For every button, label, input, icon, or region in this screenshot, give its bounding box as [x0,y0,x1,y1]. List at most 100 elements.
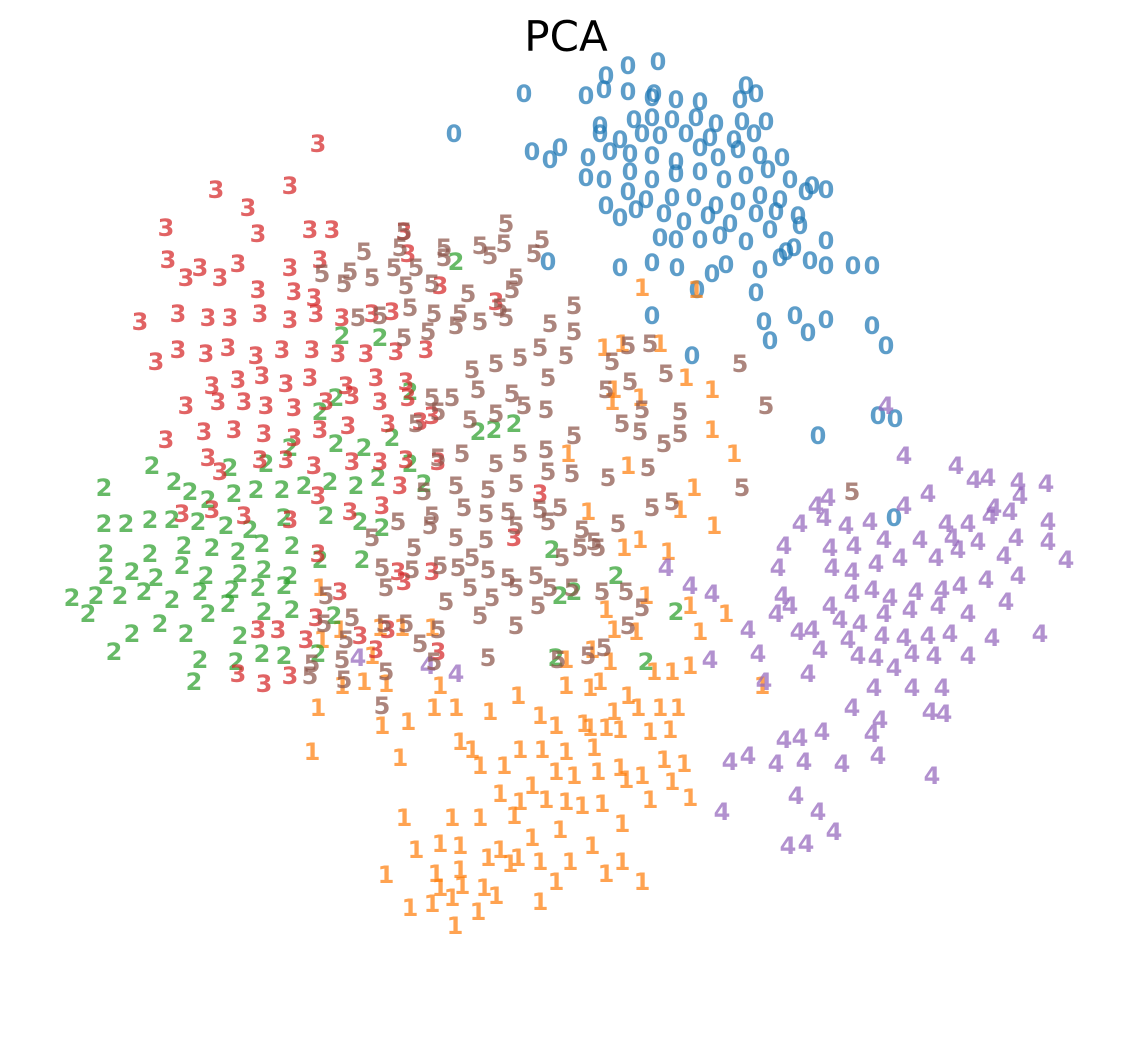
point-digit-5: 5 [542,574,559,602]
point-digit-1: 1 [606,698,623,726]
point-digit-1: 1 [400,708,417,736]
point-digit-2: 2 [486,416,503,444]
point-digit-3: 3 [310,540,327,568]
point-digit-5: 5 [454,440,471,468]
point-digit-3: 3 [200,304,217,332]
point-digit-1: 1 [454,872,471,900]
point-digit-4: 4 [920,480,937,508]
point-digit-0: 0 [656,200,673,228]
point-digit-2: 2 [282,562,299,590]
point-digit-5: 5 [416,478,433,506]
point-digit-4: 4 [986,494,1003,522]
point-digit-5: 5 [610,510,627,538]
point-digit-5: 5 [634,396,651,424]
point-digit-0: 0 [664,106,681,134]
point-digit-0: 0 [870,402,887,430]
point-digit-3: 3 [372,388,389,416]
point-digit-0: 0 [722,210,739,238]
point-digit-3: 3 [368,636,385,664]
point-digit-5: 5 [844,478,861,506]
point-digit-1: 1 [598,596,615,624]
point-digit-1: 1 [586,734,603,762]
point-digit-5: 5 [480,476,497,504]
point-digit-3: 3 [178,264,195,292]
point-digit-5: 5 [538,436,555,464]
point-digit-3: 3 [278,446,295,474]
point-digit-0: 0 [790,202,807,230]
point-digit-0: 0 [798,178,815,206]
point-digit-1: 1 [602,648,619,676]
point-digit-0: 0 [650,48,667,76]
point-digit-5: 5 [516,392,533,420]
point-digit-1: 1 [614,848,631,876]
point-digit-0: 0 [716,166,733,194]
point-digit-3: 3 [344,382,361,410]
point-digit-5: 5 [376,610,393,638]
point-digit-5: 5 [542,310,559,338]
point-digit-5: 5 [402,294,419,322]
point-digit-1: 1 [598,714,615,742]
point-digit-5: 5 [574,516,591,544]
point-digit-3: 3 [282,306,299,334]
point-digit-1: 1 [618,766,635,794]
point-digit-2: 2 [328,430,345,458]
point-digit-5: 5 [378,658,395,686]
point-digit-0: 0 [752,142,769,170]
point-digit-5: 5 [336,666,353,694]
point-digit-4: 4 [682,572,699,600]
point-digit-0: 0 [620,52,637,80]
point-digit-3: 3 [240,194,257,222]
point-digit-5: 5 [398,272,415,300]
point-digit-3: 3 [200,444,217,472]
point-digit-0: 0 [644,142,661,170]
point-digit-5: 5 [526,240,543,268]
point-digit-2: 2 [254,530,271,558]
point-digit-1: 1 [612,716,629,744]
point-digit-5: 5 [534,226,551,254]
point-digit-4: 4 [904,674,921,702]
point-digit-1: 1 [634,868,651,896]
point-digit-2: 2 [402,450,419,478]
point-digit-0: 0 [592,112,609,140]
point-digit-0: 0 [644,104,661,132]
point-digit-3: 3 [304,336,321,364]
point-digit-2: 2 [348,472,365,500]
point-digit-1: 1 [510,844,527,872]
point-digit-2: 2 [198,562,215,590]
point-digit-2: 2 [416,470,433,498]
point-digit-2: 2 [322,468,339,496]
point-digit-1: 1 [612,754,629,782]
point-digit-5: 5 [396,324,413,352]
point-digit-3: 3 [302,364,319,392]
point-digit-1: 1 [558,672,575,700]
point-digit-1: 1 [632,526,649,554]
point-digit-4: 4 [896,624,913,652]
point-digit-4: 4 [350,644,367,672]
point-digit-3: 3 [132,308,149,336]
point-digit-2: 2 [374,514,391,542]
point-digit-3: 3 [252,446,269,474]
point-digit-4: 4 [966,466,983,494]
point-digit-3: 3 [298,626,315,654]
point-digit-3: 3 [506,524,523,552]
point-digit-5: 5 [364,264,381,292]
point-digit-3: 3 [226,416,243,444]
point-digit-5: 5 [540,508,557,536]
point-digit-2: 2 [186,668,203,696]
point-digit-4: 4 [840,626,857,654]
point-digit-4: 4 [998,588,1015,616]
point-digit-0: 0 [644,84,661,112]
point-digit-2: 2 [124,558,141,586]
point-digit-1: 1 [652,694,669,722]
point-digit-3: 3 [400,384,417,412]
point-digit-0: 0 [762,216,779,244]
point-digit-0: 0 [689,276,706,304]
point-digit-5: 5 [656,430,673,458]
point-digit-1: 1 [566,762,583,790]
point-digit-5: 5 [664,488,681,516]
point-digit-3: 3 [380,410,397,438]
point-digit-4: 4 [722,748,739,776]
point-digit-2: 2 [118,510,135,538]
point-digit-5: 5 [390,508,407,536]
point-digit-3: 3 [282,172,299,200]
